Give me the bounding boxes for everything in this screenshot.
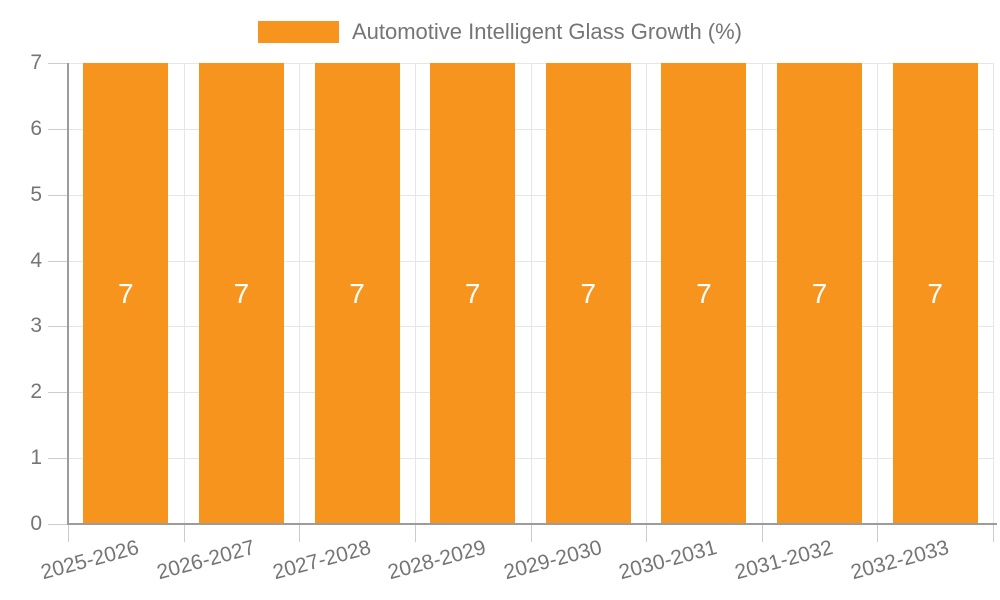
y-axis-tick — [48, 458, 68, 460]
x-tick-label: 2028-2029 — [385, 536, 489, 585]
v-gridline — [761, 63, 763, 524]
bar[interactable] — [83, 63, 169, 524]
y-axis-tick — [48, 326, 68, 328]
x-tick-label: 2026-2027 — [154, 536, 258, 585]
y-axis-tick — [48, 392, 68, 394]
x-axis-tick — [530, 524, 532, 542]
y-tick-label: 0 — [30, 512, 42, 535]
h-gridline — [68, 194, 993, 196]
y-tick-label: 4 — [30, 248, 42, 272]
bar[interactable] — [661, 63, 747, 524]
h-gridline — [68, 260, 993, 262]
v-gridline — [877, 63, 879, 524]
bar-value-label: 7 — [233, 277, 250, 309]
chart-legend[interactable]: Automotive Intelligent Glass Growth (%) — [0, 16, 1000, 48]
x-axis-tick — [993, 524, 994, 542]
legend-label: Automotive Intelligent Glass Growth (%) — [351, 19, 743, 44]
bar-value-label: 7 — [580, 277, 597, 309]
bar[interactable] — [198, 63, 284, 524]
x-axis-tick — [761, 524, 763, 542]
x-tick-label: 2032-2033 — [848, 536, 952, 585]
x-axis-tick — [183, 524, 185, 542]
bar-value-label: 7 — [118, 277, 134, 309]
bar-value-label: 7 — [696, 277, 712, 309]
y-tick-label: 2 — [30, 380, 42, 404]
bar-value-label: 7 — [811, 277, 828, 309]
h-gridline — [68, 392, 993, 394]
x-tick-label: 2025-2026 — [38, 536, 142, 585]
v-gridline — [530, 63, 532, 524]
legend-color-swatch — [257, 21, 339, 43]
y-axis-tick — [48, 128, 68, 130]
v-gridline — [299, 63, 301, 524]
y-axis-tick — [48, 63, 68, 64]
x-tick-label: 2030-2031 — [616, 536, 720, 585]
bar[interactable] — [777, 63, 863, 524]
v-gridline — [183, 63, 185, 524]
h-gridline — [68, 326, 993, 328]
bar-value-label: 7 — [349, 277, 365, 309]
bar-value-label: 7 — [927, 277, 943, 309]
y-tick-label: 7 — [30, 51, 42, 74]
y-axis-tick — [48, 524, 68, 525]
x-axis-tick — [299, 524, 301, 542]
bar[interactable] — [892, 63, 978, 524]
x-axis-tick — [646, 524, 648, 542]
bar-value-label: 7 — [464, 277, 481, 309]
x-axis-tick — [68, 524, 69, 542]
x-tick-label: 2031-2032 — [732, 536, 836, 585]
y-tick-label: 3 — [30, 314, 42, 338]
y-tick-label: 5 — [30, 182, 42, 206]
bar[interactable] — [545, 63, 631, 524]
v-gridline — [414, 63, 416, 524]
y-tick-label: 6 — [30, 116, 42, 140]
v-gridline — [993, 63, 994, 524]
h-gridline — [68, 128, 993, 130]
bar[interactable] — [314, 63, 400, 524]
v-gridline — [646, 63, 648, 524]
y-tick-label: 1 — [30, 446, 42, 470]
y-axis-tick — [48, 194, 68, 196]
bar[interactable] — [430, 63, 516, 524]
x-tick-label: 2029-2030 — [501, 536, 605, 585]
x-axis-tick — [414, 524, 416, 542]
h-gridline — [68, 63, 993, 64]
h-gridline — [68, 458, 993, 460]
y-axis-tick — [48, 260, 68, 262]
x-axis-line — [67, 523, 997, 525]
x-tick-label: 2027-2028 — [270, 536, 374, 585]
y-axis-line — [67, 63, 69, 524]
x-axis-tick — [877, 524, 879, 542]
